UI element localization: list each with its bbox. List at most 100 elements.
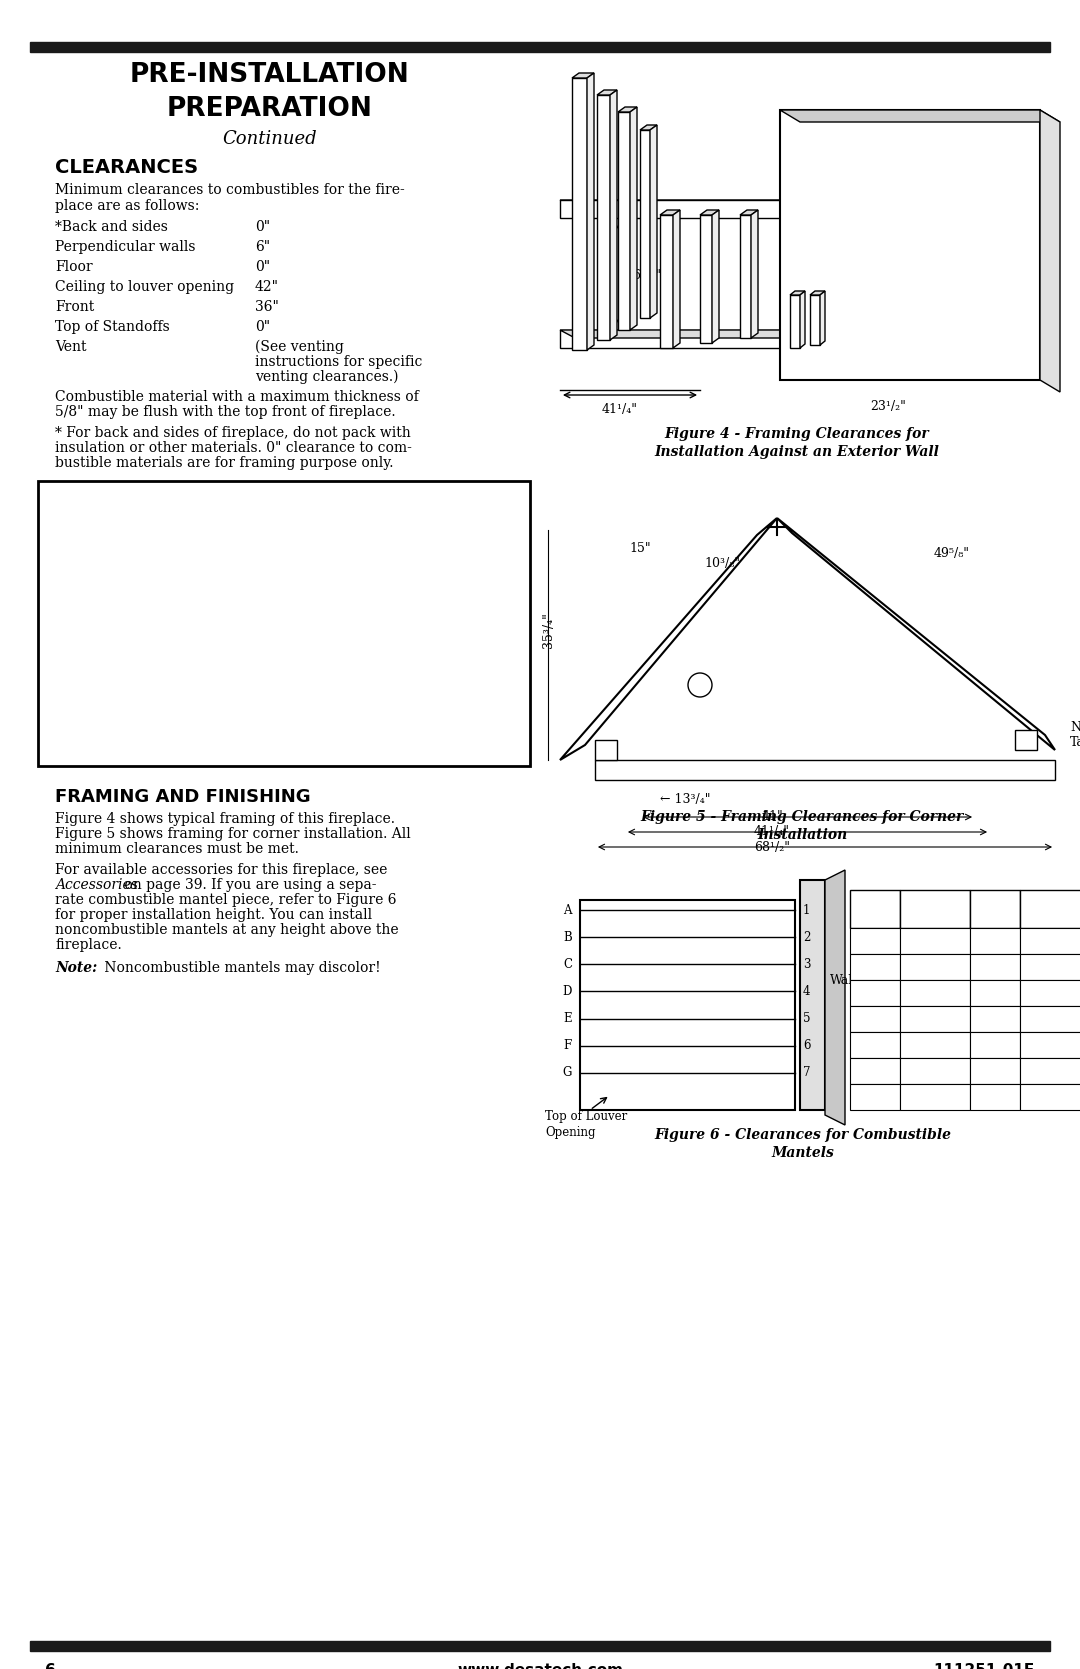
Text: 41¹/₄": 41¹/₄"	[602, 402, 638, 416]
Text: heat. Use this fireplace along with: heat. Use this fireplace along with	[50, 536, 362, 551]
Bar	[970, 1058, 1020, 1083]
Text: 42": 42"	[255, 280, 279, 294]
Text: 0": 0"	[255, 320, 270, 334]
Text: E: E	[564, 1011, 572, 1025]
Bar	[1020, 980, 1080, 1006]
Text: (See venting: (See venting	[255, 340, 343, 354]
Polygon shape	[660, 215, 673, 349]
Bar	[970, 928, 1020, 955]
Text: insulation or other materials. 0" clearance to com-: insulation or other materials. 0" cleara…	[55, 441, 411, 456]
Text: for proper installation height. You can install: for proper installation height. You can …	[55, 908, 373, 921]
Text: Front: Front	[55, 300, 94, 314]
Bar	[900, 928, 970, 955]
Text: *Back and sides: *Back and sides	[55, 220, 167, 234]
Text: Wall: Wall	[831, 973, 858, 986]
Text: For available accessories for this fireplace, see: For available accessories for this firep…	[55, 863, 388, 876]
Text: 8": 8"	[928, 1013, 942, 1025]
Text: FRAMING AND FINISHING: FRAMING AND FINISHING	[55, 788, 311, 806]
Text: F: F	[990, 1065, 1000, 1078]
Bar	[850, 1006, 900, 1031]
Text: instructions for specific: instructions for specific	[255, 355, 422, 369]
Text: 111251-01E: 111251-01E	[934, 1662, 1035, 1669]
Text: Noncombustible mantels may discolor!: Noncombustible mantels may discolor!	[100, 961, 380, 975]
Circle shape	[688, 673, 712, 698]
Text: Ceiling to louver opening: Ceiling to louver opening	[55, 280, 234, 294]
Text: Continued: Continued	[222, 130, 318, 149]
Polygon shape	[1040, 110, 1059, 392]
Text: 36": 36"	[255, 300, 279, 314]
Bar	[970, 890, 1020, 928]
Text: Figure 5 shows framing for corner installation. All: Figure 5 shows framing for corner instal…	[55, 828, 410, 841]
Text: Top of Louver
Opening: Top of Louver Opening	[545, 1110, 627, 1138]
Text: 12": 12"	[923, 960, 946, 973]
Polygon shape	[660, 210, 680, 215]
Polygon shape	[780, 110, 1059, 122]
Polygon shape	[810, 290, 825, 295]
Text: A: A	[990, 935, 1000, 948]
Text: G: G	[989, 1090, 1000, 1103]
Bar	[1020, 890, 1080, 928]
Bar	[850, 980, 900, 1006]
Polygon shape	[825, 870, 845, 1125]
Bar	[30, 42, 1050, 52]
Text: Accessories: Accessories	[55, 878, 138, 891]
Text: 10³/₈": 10³/₈"	[704, 557, 740, 571]
Text: 6": 6"	[928, 1038, 942, 1051]
Polygon shape	[700, 210, 719, 215]
Text: 49⁵/₈": 49⁵/₈"	[934, 547, 970, 561]
Text: 6: 6	[45, 1662, 56, 1669]
Polygon shape	[640, 130, 650, 319]
Text: CLEARANCES: CLEARANCES	[55, 159, 198, 177]
Bar	[900, 955, 970, 980]
Text: run system’s circulating blower: run system’s circulating blower	[50, 639, 336, 654]
Text: B: B	[990, 960, 1000, 973]
Bar	[780, 110, 1040, 381]
Bar	[970, 955, 1020, 980]
Text: 0": 0"	[255, 220, 270, 234]
Polygon shape	[777, 517, 1055, 749]
Bar	[561, 330, 780, 349]
Bar	[1020, 928, 1080, 955]
Text: 15": 15"	[630, 542, 651, 556]
Bar	[970, 1031, 1020, 1058]
Text: 3: 3	[804, 958, 810, 971]
Text: 2: 2	[804, 931, 810, 943]
Polygon shape	[618, 112, 630, 330]
Text: Ref.: Ref.	[863, 903, 887, 916]
Bar	[1020, 1031, 1080, 1058]
Polygon shape	[640, 125, 657, 130]
Bar	[595, 739, 617, 759]
Text: 4: 4	[870, 1013, 879, 1025]
Polygon shape	[588, 73, 594, 350]
Text: 14": 14"	[923, 935, 946, 948]
Text: 3: 3	[870, 986, 879, 1000]
Text: Vent: Vent	[55, 340, 86, 354]
Polygon shape	[810, 295, 820, 345]
Text: fireplace as a heat source.: fireplace as a heat source.	[50, 744, 291, 759]
Text: Minimum clearances to combustibles for the fire-: Minimum clearances to combustibles for t…	[55, 184, 405, 197]
Text: Combustible material with a maximum thickness of: Combustible material with a maximum thic…	[55, 391, 419, 404]
Polygon shape	[673, 210, 680, 349]
Polygon shape	[751, 210, 758, 339]
Text: 41": 41"	[761, 811, 783, 823]
Bar	[38, 481, 530, 766]
Bar	[850, 1083, 900, 1110]
Text: primary heat source. If you have a: primary heat source. If you have a	[50, 598, 362, 613]
Polygon shape	[800, 290, 805, 349]
Text: G: G	[563, 1066, 572, 1080]
Bar	[900, 980, 970, 1006]
Polygon shape	[712, 210, 719, 344]
Text: minimum clearances must be met.: minimum clearances must be met.	[55, 841, 299, 856]
Text: central heating system, you may: central heating system, you may	[50, 619, 347, 634]
Bar	[1020, 1058, 1080, 1083]
Text: noncombustible mantels at any height above the: noncombustible mantels at any height abo…	[55, 923, 399, 936]
Text: 0": 0"	[255, 260, 270, 274]
Bar	[850, 955, 900, 980]
Polygon shape	[572, 73, 594, 78]
Text: F: F	[564, 1040, 572, 1051]
Bar	[850, 928, 900, 955]
Text: 7: 7	[804, 1066, 810, 1080]
Text: PRE-INSTALLATION: PRE-INSTALLATION	[130, 62, 410, 88]
Bar	[1020, 1006, 1080, 1031]
Polygon shape	[650, 125, 657, 319]
